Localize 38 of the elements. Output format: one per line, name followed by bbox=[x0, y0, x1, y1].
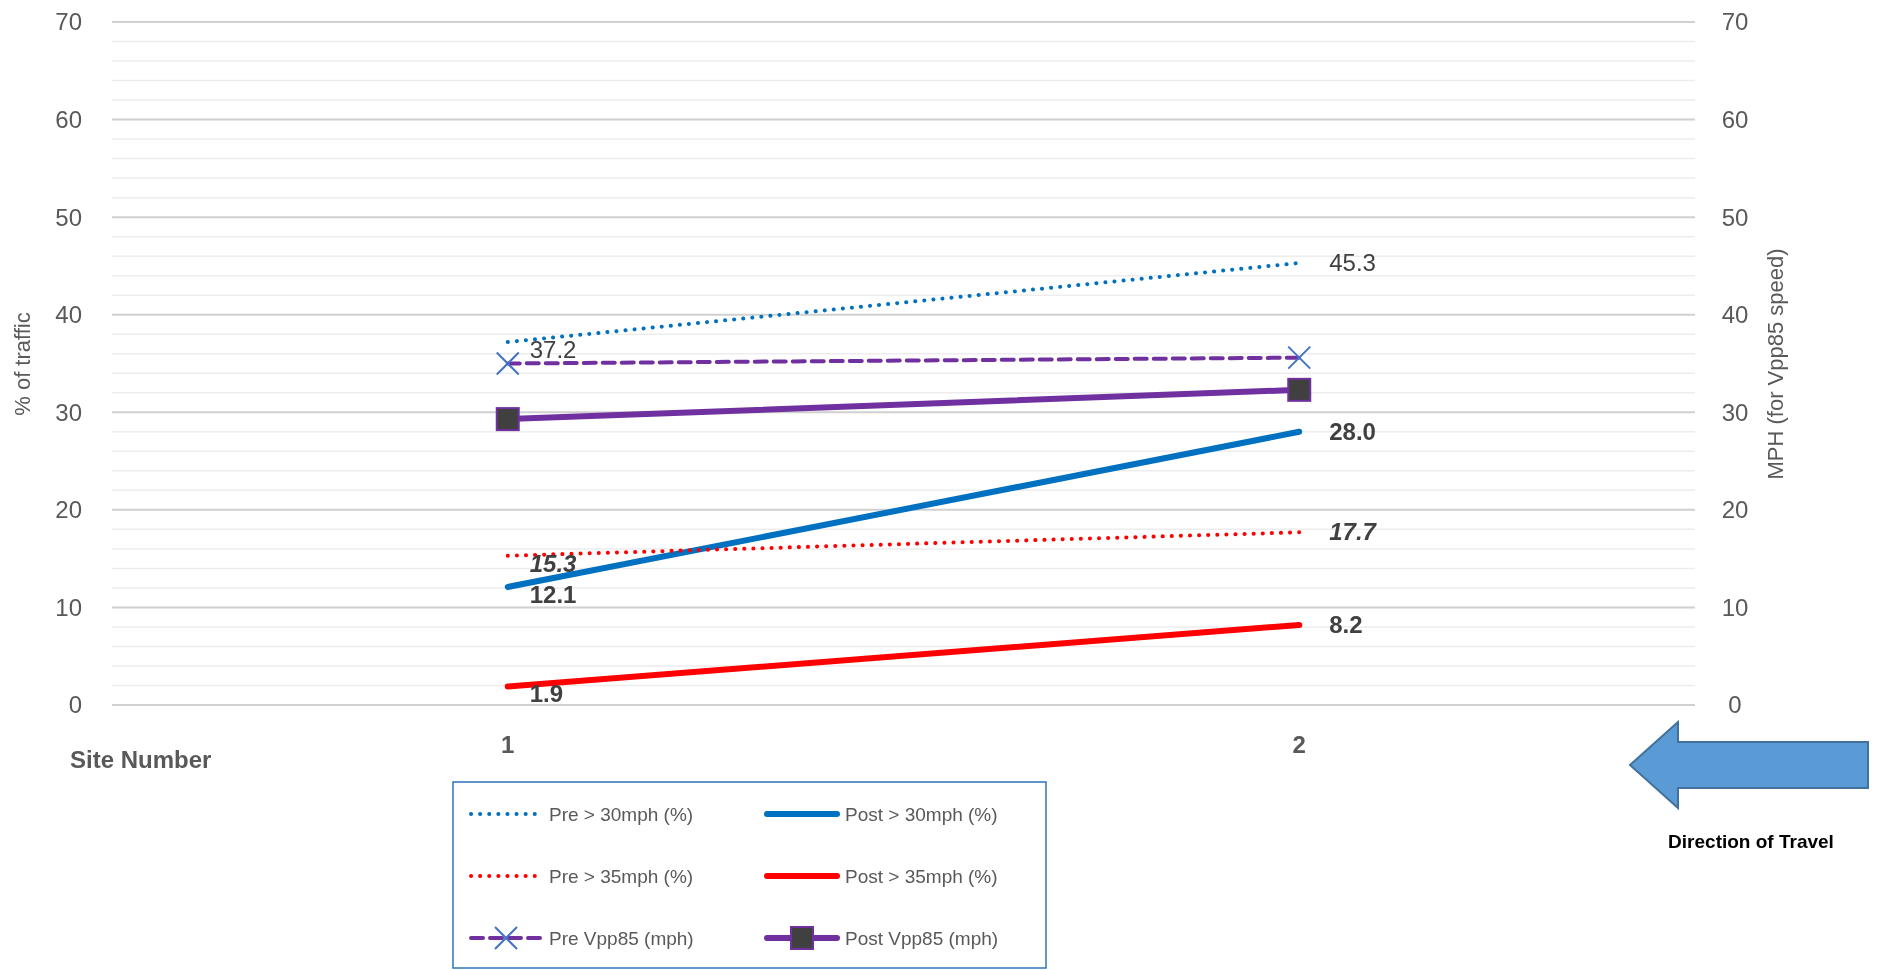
y-tick-label: 40 bbox=[55, 301, 82, 329]
y2-axis-title: MPH (for Vpp85 speed) bbox=[1763, 248, 1788, 480]
x-axis-title: Site Number bbox=[70, 746, 212, 773]
data-label: 12.1 bbox=[529, 580, 577, 608]
legend-label: Pre Vpp85 (mph) bbox=[549, 927, 694, 949]
y-tick-label: 50 bbox=[55, 203, 82, 231]
data-label: 15.3 bbox=[529, 549, 578, 577]
y2-tick-label: 40 bbox=[1721, 301, 1749, 329]
legend-label: Post > 35mph (%) bbox=[845, 865, 998, 887]
point bbox=[495, 407, 520, 432]
data-label: 45.3 bbox=[1329, 249, 1376, 276]
y-tick-label: 70 bbox=[55, 8, 82, 36]
y-axis-title: % of traffic bbox=[10, 312, 35, 416]
legend-label: Pre > 35mph (%) bbox=[549, 865, 694, 887]
y2-tick-label: 30 bbox=[1721, 398, 1749, 426]
y2-tick-label: 50 bbox=[1721, 203, 1749, 231]
y2-tick-label: 70 bbox=[1721, 8, 1749, 36]
data-label: 37.2 bbox=[529, 336, 577, 364]
legend-label: Post > 30mph (%) bbox=[845, 803, 998, 825]
y-tick-label: 10 bbox=[55, 593, 82, 621]
y2-tick-label: 10 bbox=[1721, 593, 1749, 621]
legend-label: Post Vpp85 (mph) bbox=[845, 927, 999, 949]
data-label: 1.9 bbox=[529, 680, 564, 708]
text: Direction of Travel bbox=[1668, 831, 1834, 852]
x-tick-label: 1 bbox=[501, 731, 515, 759]
data-label: 17.7 bbox=[1329, 518, 1378, 546]
data-label: 8.2 bbox=[1329, 610, 1363, 638]
y2-tick-label: 20 bbox=[1721, 496, 1749, 524]
legend-label: Pre > 30mph (%) bbox=[549, 803, 694, 825]
y-tick-label: 0 bbox=[68, 691, 82, 719]
point bbox=[1287, 377, 1312, 402]
y-tick-label: 20 bbox=[55, 496, 82, 524]
y2-tick-label: 60 bbox=[1721, 105, 1749, 133]
x-tick-label: 2 bbox=[1292, 731, 1306, 759]
y-tick-label: 30 bbox=[55, 398, 82, 426]
y-tick-label: 60 bbox=[55, 105, 82, 133]
y2-tick-label: 0 bbox=[1728, 691, 1742, 719]
data-label: 28.0 bbox=[1329, 417, 1376, 445]
